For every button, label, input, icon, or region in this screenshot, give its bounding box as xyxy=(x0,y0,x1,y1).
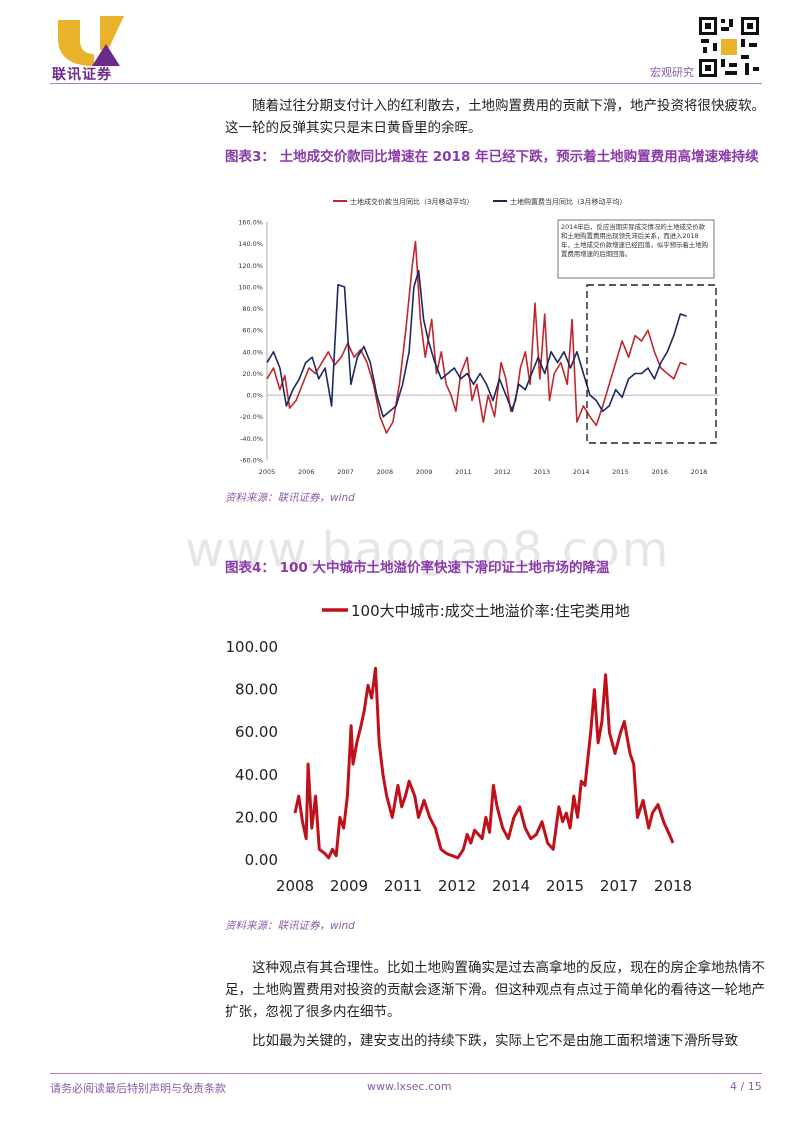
page-number: 4 / 15 xyxy=(730,1080,762,1093)
y-tick-label: -60.0% xyxy=(240,457,263,465)
legend-series-2: 土地购置费当月同比（3月移动平均） xyxy=(510,197,626,206)
y-tick-label: 100.0% xyxy=(238,283,263,291)
figure3-title: 图表3： 土地成交价款同比增速在 2018 年已经下跌，预示着土地购置费用高增速… xyxy=(225,149,759,165)
x-tick-label: 2015 xyxy=(612,468,629,476)
y-tick-label: 60.00 xyxy=(235,723,278,741)
x-tick-label: 2012 xyxy=(438,877,476,895)
series-line-1 xyxy=(293,666,675,860)
x-tick-label: 2014 xyxy=(573,468,590,476)
legend-series-1: 土地成交价款当月同比（3月移动平均） xyxy=(350,197,473,206)
x-tick-label: 2008 xyxy=(276,877,314,895)
body-paragraph-2: 这种观点有其合理性。比如土地购置确实是过去高拿地的反应，现在的房企拿地热情不足，… xyxy=(225,960,765,1020)
figure3-legend: 土地成交价款当月同比（3月移动平均） 土地购置费当月同比（3月移动平均） xyxy=(333,197,626,206)
figure4-title: 图表4： 100 大中城市土地溢价率快速下滑印证土地市场的降温 xyxy=(225,560,610,576)
series-line-1 xyxy=(266,240,687,434)
figure3-chart: 土地成交价款当月同比（3月移动平均） 土地购置费当月同比（3月移动平均） 160… xyxy=(238,197,719,476)
y-tick-label: -20.0% xyxy=(240,413,263,421)
figure4-source: 资料来源：联讯证券，wind xyxy=(225,920,355,932)
y-tick-label: 140.0% xyxy=(238,240,263,248)
company-logo xyxy=(50,10,130,82)
x-tick-label: 2009 xyxy=(330,877,368,895)
x-tick-label: 2014 xyxy=(492,877,530,895)
x-tick-label: 2005 xyxy=(259,468,276,476)
x-tick-label: 2011 xyxy=(384,877,422,895)
y-tick-label: 40.00 xyxy=(235,766,278,784)
x-tick-label: 2017 xyxy=(600,877,638,895)
section-label: 宏观研究 xyxy=(650,66,694,79)
y-tick-label: 60.0% xyxy=(242,327,263,335)
y-tick-label: 120.0% xyxy=(238,262,263,270)
figure4-chart: 100大中城市:成交土地溢价率:住宅类用地 100.00 80.00 60.00 40… xyxy=(226,602,693,895)
footer-divider xyxy=(50,1073,762,1074)
x-tick-label: 2007 xyxy=(337,468,354,476)
x-tick-label: 2015 xyxy=(546,877,584,895)
x-tick-label: 2018 xyxy=(654,877,692,895)
x-tick-label: 2016 xyxy=(651,468,668,476)
annotation-box: 2014年后，反应当期实际成交情况的土地成交价款和土地购置费用出现领先滞后关系，… xyxy=(557,219,715,279)
x-tick-label: 2008 xyxy=(377,468,394,476)
annotation-text: 2014年后，反应当期实际成交情况的土地成交价款和土地购置费用出现领先滞后关系，… xyxy=(561,223,708,258)
x-tick-label: 2006 xyxy=(298,468,315,476)
qr-code-icon xyxy=(697,15,761,79)
y-tick-label: 20.0% xyxy=(242,370,263,378)
footer-disclaimer: 请务必阅读最后特别声明与免责条款 xyxy=(50,1082,226,1095)
y-tick-label: -40.0% xyxy=(240,435,263,443)
y-tick-label: 80.00 xyxy=(235,681,278,699)
y-tick-label: 0.00 xyxy=(245,851,278,869)
figure3-source: 资料来源：联讯证券，wind xyxy=(225,492,355,504)
y-tick-label: 0.0% xyxy=(246,392,263,400)
x-tick-label: 2011 xyxy=(455,468,472,476)
y-tick-label: 40.0% xyxy=(242,348,263,356)
highlight-box xyxy=(586,284,717,444)
header-divider xyxy=(50,83,762,84)
y-tick-label: 160.0% xyxy=(238,219,263,227)
body-paragraph-1: 随着过往分期支付计入的红利散去，土地购置费用的贡献下滑，地产投资将很快疲软。这一… xyxy=(225,98,765,136)
legend-series: 100大中城市:成交土地溢价率:住宅类用地 xyxy=(351,602,630,620)
body-paragraph-3: 比如最为关键的，建安支出的持续下跌，实际上它不是由施工面积增速下滑所导致 xyxy=(252,1033,738,1049)
series-line-2 xyxy=(266,269,687,418)
figure4-legend: 100大中城市:成交土地溢价率:住宅类用地 xyxy=(322,602,630,620)
watermark: www.baogao8.com xyxy=(185,522,671,578)
y-tick-label: 20.00 xyxy=(235,808,278,826)
footer-url: www.lxsec.com xyxy=(367,1080,452,1093)
logo-text: 联讯证券 xyxy=(52,67,112,83)
y-tick-label: 80.0% xyxy=(242,305,263,313)
x-tick-label: 2009 xyxy=(416,468,433,476)
x-tick-label: 2018 xyxy=(691,468,708,476)
x-tick-label: 2013 xyxy=(534,468,551,476)
y-tick-label: 100.00 xyxy=(226,638,279,656)
x-tick-label: 2012 xyxy=(494,468,511,476)
